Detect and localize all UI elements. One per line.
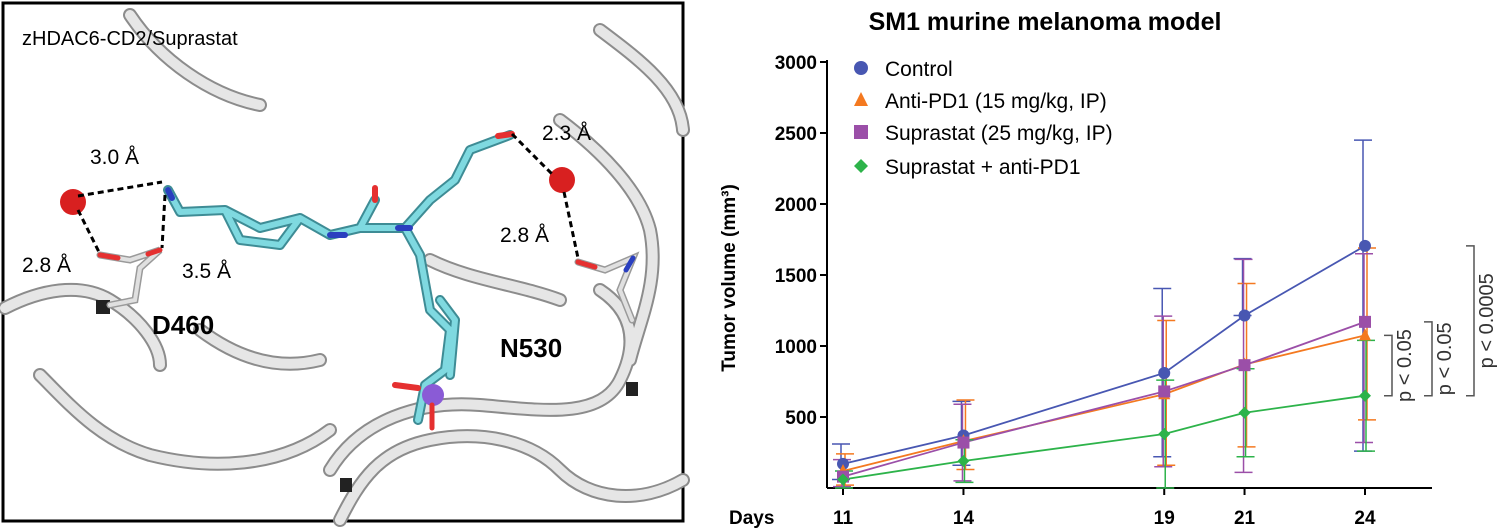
p-value-label: p < 0.05: [1434, 322, 1456, 395]
x-tick-label: 24: [1354, 508, 1376, 529]
tumor-volume-chart: SM1 murine melanoma model Tumor volume (…: [719, 8, 1498, 529]
data-point: [1359, 328, 1371, 341]
x-tick-label: 21: [1234, 508, 1256, 529]
data-point: [1238, 359, 1251, 372]
water-molecule: [60, 189, 86, 215]
data-point: [837, 457, 849, 470]
legend-marker: [854, 159, 868, 173]
chart-plot-area: 500 1000 1500 2000 2500 3000 11 14 19 21 24 Control…: [775, 53, 1498, 529]
legend-label: Suprastat + anti-PD1: [885, 156, 1081, 179]
p-value-label: p < 0.05: [1394, 329, 1416, 402]
legend-marker: [854, 125, 868, 139]
data-point: [1238, 406, 1251, 419]
legend-label: Suprastat (25 mg/kg, IP): [885, 122, 1113, 145]
side-chains: [96, 246, 640, 324]
y-tick-label: 500: [785, 408, 817, 429]
significance-bracket: [1466, 245, 1475, 397]
significance-bracket: [1424, 321, 1433, 397]
series-line: [842, 321, 1366, 478]
significance-bracket: [1384, 334, 1393, 397]
data-point: [1158, 366, 1171, 379]
distance-label: 3.5 Å: [182, 260, 231, 283]
data-point: [1238, 309, 1251, 322]
x-tick-label: 14: [953, 508, 975, 529]
x-axis-label: Days: [729, 508, 774, 529]
residue-label: N530: [500, 333, 562, 363]
data-point: [957, 455, 970, 468]
structure-title: zHDAC6-CD2/Suprastat: [22, 28, 238, 50]
distance-label: 3.0 Å: [90, 146, 139, 169]
residue-label: D460: [152, 310, 214, 340]
legend-label: Control: [885, 58, 953, 81]
y-tick-label: 2000: [775, 195, 817, 216]
data-point: [1359, 239, 1371, 252]
series-line: [842, 334, 1366, 472]
data-point: [1359, 389, 1371, 402]
ligand-suprastat: [163, 130, 515, 431]
structure-panel: zHDAC6-CD2/Suprastat 3.0 Å 2.8 Å 3.5 Å 2…: [0, 1, 690, 527]
legend-marker: [854, 92, 868, 106]
x-tick-label: 11: [833, 508, 854, 529]
protein-ribbons: [0, 8, 690, 527]
legend-label: Anti-PD1 (15 mg/kg, IP): [885, 90, 1107, 113]
data-point: [837, 473, 849, 486]
p-value-label: p < 0.0005: [1476, 273, 1498, 368]
y-axis-title: Tumor volume (mm³): [719, 184, 740, 372]
water-molecule: [549, 167, 575, 193]
distance-label: 2.8 Å: [22, 254, 71, 277]
data-point: [957, 436, 970, 449]
y-tick-label: 1000: [775, 337, 817, 358]
hydrogen-bonds: [76, 132, 580, 259]
x-tick-label: 19: [1154, 508, 1175, 529]
data-point: [1359, 315, 1371, 328]
distance-label: 2.8 Å: [500, 224, 549, 247]
y-tick-label: 1500: [775, 266, 817, 287]
y-tick-label: 2500: [775, 124, 817, 145]
distance-label: 2.3 Å: [542, 122, 591, 145]
data-point: [1158, 385, 1171, 398]
legend-marker: [854, 61, 868, 75]
data-point: [1158, 428, 1171, 441]
y-tick-label: 3000: [775, 53, 817, 74]
chart-title: SM1 murine melanoma model: [869, 8, 1222, 36]
